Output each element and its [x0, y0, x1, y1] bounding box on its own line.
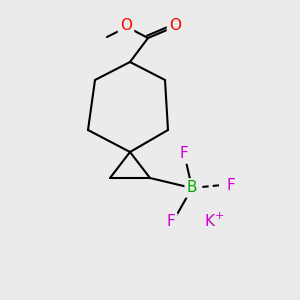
Text: O: O — [169, 17, 181, 32]
Text: F: F — [227, 178, 236, 193]
Text: F: F — [180, 146, 188, 161]
Text: K: K — [205, 214, 215, 230]
Text: +: + — [214, 211, 224, 221]
Text: F: F — [167, 214, 176, 230]
Text: B: B — [187, 181, 197, 196]
Text: O: O — [120, 17, 132, 32]
